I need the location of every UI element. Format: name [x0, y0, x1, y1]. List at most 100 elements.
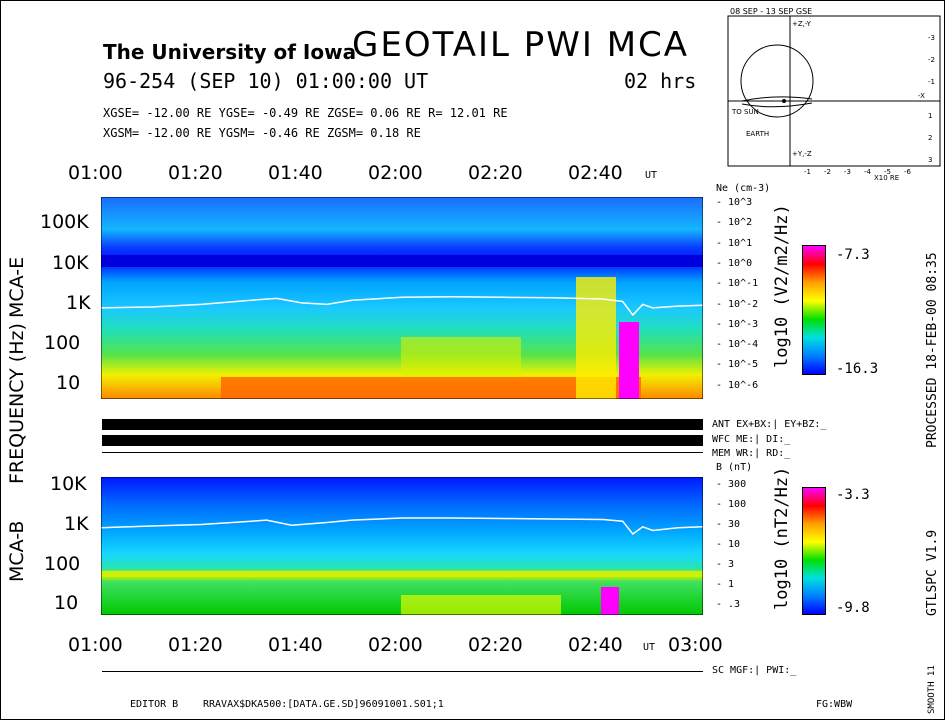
ne-tick-1: - 10^2 — [716, 217, 753, 229]
svg-text:-3: -3 — [844, 168, 851, 176]
orbit-y-ticks: -3 -2 -1 1 2 3 — [928, 34, 935, 164]
ne-tick-3: - 10^0 — [716, 257, 753, 269]
svg-text:-2: -2 — [824, 168, 831, 176]
mca-b-spectrogram — [101, 477, 703, 615]
ant-status-bar — [102, 419, 703, 430]
svg-text:-1: -1 — [804, 168, 811, 176]
svg-text:-5: -5 — [884, 168, 891, 176]
mca-b-cbar-max: -3.3 — [836, 487, 870, 503]
processed-label: PROCESSED 18-FEB-00 08:35 — [925, 252, 940, 448]
sc-status-line — [102, 671, 703, 672]
orbit-loop — [740, 44, 814, 118]
version-label: GTLSPC V1.9 — [925, 529, 940, 616]
b-tick-0: - 300 — [716, 479, 747, 490]
to-sun-label: TO SUN — [731, 108, 759, 116]
b-ytick-10k: 10K — [50, 473, 87, 495]
mca-b-colorbar — [802, 487, 826, 615]
orbit-units-label: X10 RE — [874, 174, 899, 182]
smooth-label: SMOOTH 11 — [927, 665, 937, 714]
mca-e-label: MCA-E — [6, 256, 28, 318]
b-ytick-100: 100 — [44, 553, 81, 575]
b-tick-6: - .3 — [716, 599, 741, 610]
university-label: The University of Iowa — [103, 40, 357, 64]
ne-tick-8: - 10^-5 — [716, 359, 759, 371]
svg-text:-3: -3 — [928, 34, 935, 42]
mca-e-mid-activity — [401, 337, 521, 377]
b-tick-4: - 3 — [716, 559, 735, 570]
fg-label: FG:WBW — [816, 699, 853, 710]
bottom-tick-0200: 02:00 — [368, 634, 423, 656]
mca-e-colorbar — [802, 245, 826, 375]
ne-tick-5: - 10^-2 — [716, 298, 759, 310]
bottom-tick-0300: 03:00 — [668, 634, 723, 656]
e-ytick-100: 100 — [44, 332, 81, 354]
e-ytick-10: 10 — [56, 372, 81, 394]
orbit-x-ticks: -1 -2 -3 -4 -5 -6 — [804, 168, 912, 176]
mca-b-cbar-min: -9.8 — [836, 600, 870, 616]
bottom-tick-0140: 01:40 — [268, 634, 323, 656]
orbit-box — [727, 15, 941, 167]
ne-tick-9: - 10^-6 — [716, 379, 759, 391]
top-tick-0240: 02:40 — [568, 162, 623, 184]
orbit-inset: 08 SEP - 13 SEP GSE TO SUN EARTH X10 RE … — [727, 7, 941, 182]
ne-axis-label: Ne (cm-3) — [716, 183, 771, 194]
e-ytick-100k: 100K — [40, 211, 89, 233]
duration-label: 02 hrs — [624, 69, 697, 93]
earth-marker — [782, 99, 786, 103]
ne-tick-7: - 10^-4 — [716, 339, 759, 351]
orbit-axis-label-bottom: +Y,-Z — [792, 150, 812, 158]
sc-status-label: SC MGF:| PWI:_ — [712, 665, 797, 676]
bottom-tick-0240: 02:40 — [568, 634, 623, 656]
svg-text:2: 2 — [928, 134, 932, 142]
mca-e-low-freq-band — [221, 377, 641, 399]
ne-tick-4: - 10^-1 — [716, 278, 759, 290]
top-tick-0220: 02:20 — [468, 162, 523, 184]
svg-text:-6: -6 — [904, 168, 912, 176]
b-tick-1: - 100 — [716, 499, 747, 510]
bottom-ut-label: UT — [643, 642, 656, 653]
mca-e-spectrogram — [101, 197, 703, 399]
svg-text:1: 1 — [928, 112, 932, 120]
wfc-status-bar — [102, 435, 703, 446]
orbit-title: 08 SEP - 13 SEP GSE — [730, 7, 812, 16]
svg-text:-1: -1 — [928, 78, 935, 86]
mem-status-label: MEM WR:| RD:_ — [712, 448, 791, 459]
orbit-track — [741, 96, 813, 102]
e-ytick-10k: 10K — [52, 252, 89, 274]
gse-position: XGSE= -12.00 RE YGSE= -0.49 RE ZGSE= 0.0… — [103, 106, 508, 120]
svg-text:-2: -2 — [928, 56, 935, 64]
orbit-axis-label-top: +Z,-Y — [792, 20, 812, 28]
mca-e-burst — [576, 277, 616, 399]
b-tick-5: - 1 — [716, 579, 735, 590]
mca-e-cbar-label: log10 (V2/m2/Hz) — [772, 204, 792, 368]
mem-status-line — [102, 452, 703, 453]
mca-e-cbar-min: -16.3 — [836, 361, 879, 377]
mca-e-peak-burst — [619, 322, 639, 399]
mca-b-low-activity — [401, 595, 561, 615]
file-label: RRAVAX$DKA500:[DATA.GE.SD]96091001.S01;1 — [203, 699, 444, 710]
b-axis-label: B (nT) — [716, 462, 753, 473]
svg-text:3: 3 — [928, 156, 932, 164]
top-tick-0140: 01:40 — [268, 162, 323, 184]
editor-label: EDITOR B — [130, 699, 179, 710]
mca-b-peak-burst — [601, 587, 619, 615]
bottom-tick-0220: 02:20 — [468, 634, 523, 656]
e-ytick-1k: 1K — [66, 292, 91, 314]
bottom-tick-0100: 01:00 — [68, 634, 123, 656]
mca-e-density-line — [101, 296, 703, 317]
b-ytick-1k: 1K — [64, 513, 89, 535]
top-tick-0100: 01:00 — [68, 162, 123, 184]
top-tick-0120: 01:20 — [168, 162, 223, 184]
svg-text:-4: -4 — [864, 168, 872, 176]
ne-tick-0: - 10^3 — [716, 197, 753, 208]
orbit-track-2 — [741, 102, 813, 108]
page-title: GEOTAIL PWI MCA — [352, 25, 690, 65]
mca-e-cbar-max: -7.3 — [836, 247, 870, 263]
frequency-label: FREQUENCY (Hz) — [6, 323, 28, 484]
mca-b-line-band — [101, 571, 703, 577]
top-ut-label: UT — [645, 170, 658, 181]
mca-b-field-line — [101, 517, 703, 536]
ant-status-label: ANT EX+BX:| EY+BZ:_ — [712, 419, 827, 430]
gsm-position: XGSM= -12.00 RE YGSM= -0.46 RE ZGSM= 0.1… — [103, 126, 421, 140]
ne-tick-6: - 10^-3 — [716, 318, 759, 330]
